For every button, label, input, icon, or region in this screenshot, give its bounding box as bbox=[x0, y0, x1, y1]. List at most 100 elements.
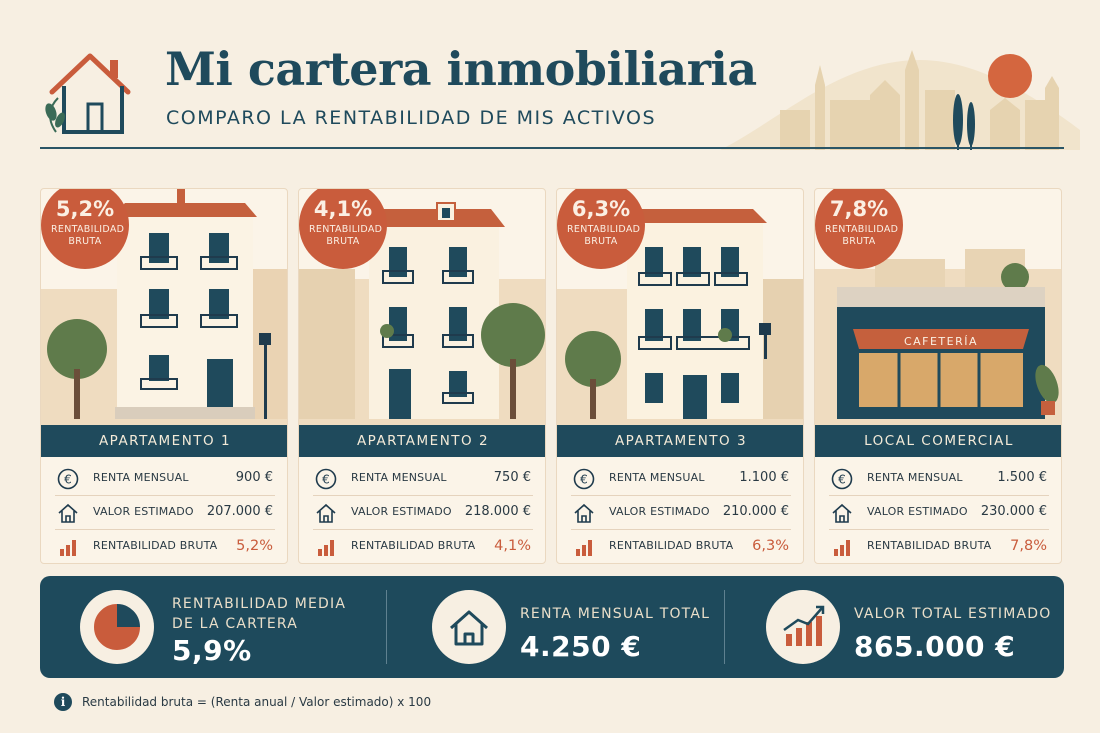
summary-label: RENTA MENSUAL TOTAL bbox=[520, 606, 711, 622]
row-label: RENTA MENSUAL bbox=[93, 471, 189, 484]
row-value: 5,2% bbox=[236, 538, 273, 554]
row-renta-mensual: € RENTA MENSUAL 1.500 € bbox=[815, 461, 1061, 495]
row-valor-estimado: VALOR ESTIMADO 210.000 € bbox=[557, 495, 803, 529]
summary-total-value: VALOR TOTAL ESTIMADO 865.000 € bbox=[724, 576, 1064, 678]
card-title: APARTAMENTO 1 bbox=[41, 425, 287, 457]
badge-value: 6,3% bbox=[571, 197, 631, 221]
row-label: VALOR ESTIMADO bbox=[351, 505, 452, 518]
row-valor-estimado: VALOR ESTIMADO 207.000 € bbox=[41, 495, 287, 529]
row-label: RENTA MENSUAL bbox=[351, 471, 447, 484]
bar-chart-icon bbox=[834, 540, 850, 556]
row-divider bbox=[571, 495, 791, 496]
euro-icon: € bbox=[573, 468, 595, 490]
row-divider bbox=[829, 495, 1049, 496]
row-value: 4,1% bbox=[494, 538, 531, 554]
property-card-apartamento-2[interactable]: 4,1% RENTABILIDAD BRUTA APARTAMENTO 2 € … bbox=[298, 188, 546, 564]
property-card-local-comercial[interactable]: CAFETERÍA 7,8% RENTABILIDAD BRUTA LOCAL … bbox=[814, 188, 1062, 564]
apartment-building-illustration bbox=[299, 202, 545, 425]
row-divider bbox=[829, 529, 1049, 530]
card-title: APARTAMENTO 3 bbox=[557, 425, 803, 457]
badge-value: 4,1% bbox=[313, 197, 373, 221]
svg-text:€: € bbox=[322, 473, 330, 487]
portfolio-summary: RENTABILIDAD MEDIA DE LA CARTERA 5,9% RE… bbox=[40, 576, 1064, 678]
yield-badge: 7,8% RENTABILIDAD BRUTA bbox=[815, 189, 903, 269]
row-value: 230.000 € bbox=[980, 504, 1047, 519]
summary-divider bbox=[386, 590, 387, 664]
row-label: RENTABILIDAD BRUTA bbox=[609, 539, 734, 552]
info-icon: i bbox=[54, 693, 72, 711]
row-divider bbox=[313, 529, 533, 530]
row-label: RENTABILIDAD BRUTA bbox=[351, 539, 476, 552]
row-renta-mensual: € RENTA MENSUAL 1.100 € bbox=[557, 461, 803, 495]
shop-sign: CAFETERÍA bbox=[904, 335, 978, 348]
summary-label-line1: RENTABILIDAD MEDIA bbox=[172, 596, 347, 612]
euro-icon: € bbox=[831, 468, 853, 490]
row-value: 1.500 € bbox=[997, 470, 1047, 485]
row-valor-estimado: VALOR ESTIMADO 218.000 € bbox=[299, 495, 545, 529]
growth-chart-icon bbox=[766, 590, 840, 664]
bar-chart-icon bbox=[576, 540, 592, 556]
row-label: VALOR ESTIMADO bbox=[867, 505, 968, 518]
row-label: VALOR ESTIMADO bbox=[93, 505, 194, 518]
house-icon bbox=[574, 503, 594, 523]
pie-chart-icon bbox=[80, 590, 154, 664]
apartment-building-illustration bbox=[41, 189, 287, 425]
house-icon bbox=[832, 503, 852, 523]
row-label: RENTA MENSUAL bbox=[867, 471, 963, 484]
card-title: LOCAL COMERCIAL bbox=[815, 425, 1061, 457]
page-subtitle: COMPARO LA RENTABILIDAD DE MIS ACTIVOS bbox=[166, 107, 657, 129]
badge-label: RENTABILIDAD BRUTA bbox=[51, 224, 125, 247]
row-rentabilidad-bruta: RENTABILIDAD BRUTA 5,2% bbox=[41, 529, 287, 563]
euro-icon: € bbox=[315, 468, 337, 490]
house-icon bbox=[316, 503, 336, 523]
row-renta-mensual: € RENTA MENSUAL 750 € bbox=[299, 461, 545, 495]
row-divider bbox=[571, 529, 791, 530]
footnote-text: Rentabilidad bruta = (Renta anual / Valo… bbox=[82, 695, 432, 709]
badge-value: 5,2% bbox=[55, 197, 115, 221]
row-label: RENTABILIDAD BRUTA bbox=[867, 539, 992, 552]
bar-chart-icon bbox=[318, 540, 334, 556]
badge-value: 7,8% bbox=[829, 197, 889, 221]
summary-average-yield: RENTABILIDAD MEDIA DE LA CARTERA 5,9% bbox=[40, 576, 386, 678]
row-valor-estimado: VALOR ESTIMADO 230.000 € bbox=[815, 495, 1061, 529]
apartment-building-illustration bbox=[557, 209, 803, 425]
row-value: 1.100 € bbox=[739, 470, 789, 485]
house-icon bbox=[432, 590, 506, 664]
row-label: RENTA MENSUAL bbox=[609, 471, 705, 484]
row-divider bbox=[55, 495, 275, 496]
bar-chart-icon bbox=[60, 540, 76, 556]
row-renta-mensual: € RENTA MENSUAL 900 € bbox=[41, 461, 287, 495]
badge-label: RENTABILIDAD BRUTA bbox=[567, 224, 641, 247]
summary-divider bbox=[724, 590, 725, 664]
header: Mi cartera inmobiliaria COMPARO LA RENTA… bbox=[0, 0, 1100, 150]
row-divider bbox=[55, 529, 275, 530]
summary-value: 865.000 € bbox=[854, 630, 1016, 663]
euro-icon: € bbox=[57, 468, 79, 490]
header-divider bbox=[40, 147, 1064, 149]
property-card-apartamento-3[interactable]: 6,3% RENTABILIDAD BRUTA APARTAMENTO 3 € … bbox=[556, 188, 804, 564]
badge-label: RENTABILIDAD BRUTA bbox=[309, 224, 383, 247]
svg-text:€: € bbox=[838, 473, 846, 487]
row-divider bbox=[313, 495, 533, 496]
summary-total-rent: RENTA MENSUAL TOTAL 4.250 € bbox=[386, 576, 724, 678]
house-logo-icon bbox=[45, 53, 131, 134]
summary-label: VALOR TOTAL ESTIMADO bbox=[854, 606, 1052, 622]
property-card-apartamento-1[interactable]: 5,2% RENTABILIDAD BRUTA APARTAMENTO 1 € … bbox=[40, 188, 288, 564]
svg-text:€: € bbox=[64, 473, 72, 487]
page-title: Mi cartera inmobiliaria bbox=[165, 42, 757, 96]
row-value: 207.000 € bbox=[206, 504, 273, 519]
summary-value: 5,9% bbox=[172, 634, 252, 667]
row-value: 900 € bbox=[235, 470, 273, 485]
row-rentabilidad-bruta: RENTABILIDAD BRUTA 7,8% bbox=[815, 529, 1061, 563]
svg-text:€: € bbox=[580, 473, 588, 487]
house-icon bbox=[58, 503, 78, 523]
row-rentabilidad-bruta: RENTABILIDAD BRUTA 6,3% bbox=[557, 529, 803, 563]
row-rentabilidad-bruta: RENTABILIDAD BRUTA 4,1% bbox=[299, 529, 545, 563]
cafe-storefront-illustration: CAFETERÍA bbox=[815, 249, 1061, 425]
property-cards: 5,2% RENTABILIDAD BRUTA APARTAMENTO 1 € … bbox=[40, 188, 1064, 564]
row-label: VALOR ESTIMADO bbox=[609, 505, 710, 518]
row-value: 218.000 € bbox=[464, 504, 531, 519]
summary-label-line2: DE LA CARTERA bbox=[172, 616, 299, 632]
summary-value: 4.250 € bbox=[520, 630, 642, 663]
row-value: 6,3% bbox=[752, 538, 789, 554]
